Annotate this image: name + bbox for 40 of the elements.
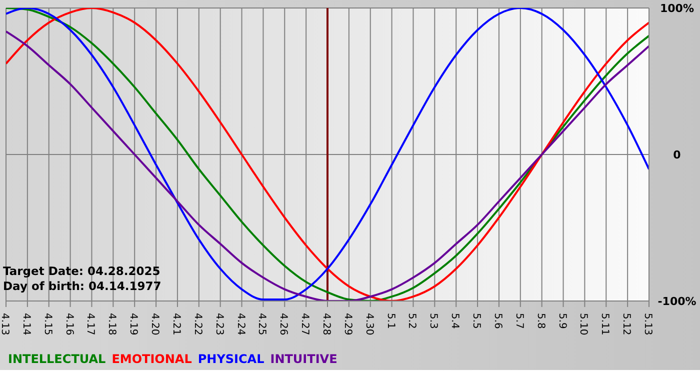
x-tick-label: 4.15 bbox=[42, 313, 53, 336]
x-tick-label: 5.11 bbox=[599, 313, 610, 336]
annotation: Target Date: 04.28.2025 bbox=[3, 264, 162, 279]
x-tick-label: 5.1 bbox=[384, 313, 396, 329]
x-tick-label: 4.17 bbox=[84, 313, 96, 336]
text: PHYSICAL bbox=[198, 352, 264, 366]
x-tick-label: 4.29 bbox=[342, 313, 353, 336]
x-tick-label: 4.19 bbox=[128, 313, 139, 336]
annotation: Day of birth: 04.14.1977 bbox=[3, 279, 162, 294]
text: EMOTIONAL bbox=[112, 352, 192, 366]
text: INTELLECTUAL bbox=[8, 352, 106, 366]
x-tick-label: 4.13 bbox=[0, 313, 10, 336]
x-tick-label: 5.4 bbox=[449, 313, 460, 329]
x-tick-label: 4.24 bbox=[234, 313, 246, 336]
x-tick-label: 4.23 bbox=[213, 313, 224, 336]
x-tick-label: 5.12 bbox=[620, 313, 632, 336]
x-tick-label: 5.7 bbox=[513, 313, 524, 329]
x-tick-label: 5.3 bbox=[428, 313, 439, 329]
x-tick-label: 5.13 bbox=[642, 313, 653, 336]
x-tick-label: 4.18 bbox=[106, 313, 118, 336]
x-tick-label: 4.30 bbox=[363, 313, 374, 336]
x-tick-label: 5.8 bbox=[534, 313, 546, 329]
x-tick-label: 4.27 bbox=[299, 313, 310, 336]
x-tick-label: 4.20 bbox=[149, 313, 160, 336]
text: INTUITIVE bbox=[270, 352, 338, 366]
x-tick-label: 4.21 bbox=[170, 313, 182, 336]
x-tick-label: 5.10 bbox=[578, 313, 589, 336]
x-tick-label: 5.5 bbox=[470, 313, 482, 329]
x-tick-label: 4.28 bbox=[320, 313, 332, 336]
x-tick-label: 4.14 bbox=[20, 313, 32, 336]
x-tick-label: 5.9 bbox=[556, 313, 568, 329]
x-tick-label: 4.25 bbox=[256, 313, 268, 336]
x-tick-label: 4.26 bbox=[278, 313, 289, 336]
x-tick-label: 4.22 bbox=[192, 313, 203, 336]
x-tick-label: 5.2 bbox=[406, 313, 418, 329]
y-tick-label: 100% bbox=[660, 2, 694, 15]
x-tick-label: 4.16 bbox=[63, 313, 74, 336]
x-tick-label: 5.6 bbox=[492, 313, 503, 329]
y-tick-label: 0 bbox=[673, 148, 682, 162]
y-tick-label: -100% bbox=[658, 294, 696, 308]
